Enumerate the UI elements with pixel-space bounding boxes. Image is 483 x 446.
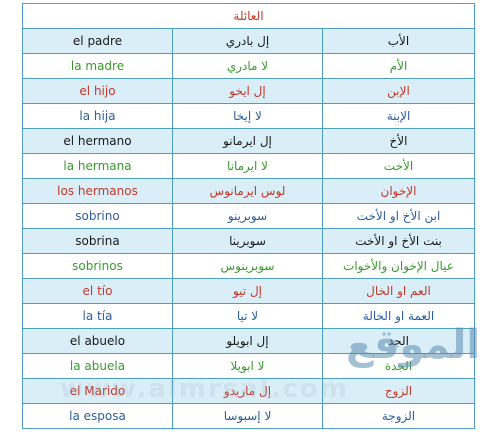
arabic-meaning: الأخت (322, 153, 475, 179)
pronunciation: إل بادري (172, 28, 323, 54)
arabic-meaning: الأب (322, 28, 475, 54)
spanish-word: la abuela (22, 353, 173, 379)
table-row: el padre إل بادري الأب (22, 28, 475, 54)
spanish-word: sobrinos (22, 253, 173, 279)
pronunciation: لوس ايرمانوس (172, 178, 323, 204)
pronunciation: إل ماريدو (172, 378, 323, 404)
pronunciation: إل ايرمانو (172, 128, 323, 154)
table-row: la esposa لا إسبوسا الزوجة (22, 403, 475, 429)
table-title-row: العائلة (22, 3, 475, 29)
spanish-word: sobrina (22, 228, 173, 254)
table-row: el tío إل تيو العم او الخال (22, 278, 475, 304)
table-row: el abuelo إل ابويلو الجد (22, 328, 475, 354)
spanish-word: la esposa (22, 403, 173, 429)
table-row: la tía لا تيا العمة او الخالة (22, 303, 475, 329)
table-row: la hija لا إيخا الإبنة (22, 103, 475, 129)
table-row: el Marido إل ماريدو الزوج (22, 378, 475, 404)
arabic-meaning: العمة او الخالة (322, 303, 475, 329)
pronunciation: لا تيا (172, 303, 323, 329)
pronunciation: سوبرينوس (172, 253, 323, 279)
spanish-word: la hermana (22, 153, 173, 179)
table-row: sobrinos سوبرينوس عيال الإخوان والأخوات (22, 253, 475, 279)
spanish-word: el padre (22, 28, 173, 54)
arabic-meaning: الجدة (322, 353, 475, 379)
table-row: la madre لا مادري الأم (22, 53, 475, 79)
pronunciation: لا إيخا (172, 103, 323, 129)
pronunciation: إل ايخو (172, 78, 323, 104)
spanish-word: la madre (22, 53, 173, 79)
arabic-meaning: الأم (322, 53, 475, 79)
spanish-word: la hija (22, 103, 173, 129)
spanish-word: el hijo (22, 78, 173, 104)
family-vocabulary-table: العائلة el padre إل بادري الأب la madre لا م… (22, 3, 475, 429)
table-row: sobrina سوبرينا بنت الأخ او الأخت (22, 228, 475, 254)
arabic-meaning: الإخوان (322, 178, 475, 204)
arabic-meaning: ابن الأخ او الأخت (322, 203, 475, 229)
spanish-word: sobrino (22, 203, 173, 229)
pronunciation: لا ابويلا (172, 353, 323, 379)
arabic-meaning: الإبنة (322, 103, 475, 129)
spanish-word: la tía (22, 303, 173, 329)
arabic-meaning: الإبن (322, 78, 475, 104)
pronunciation: لا مادري (172, 53, 323, 79)
spanish-word: el hermano (22, 128, 173, 154)
spanish-word: el abuelo (22, 328, 173, 354)
table-row: la abuela لا ابويلا الجدة (22, 353, 475, 379)
arabic-meaning: بنت الأخ او الأخت (322, 228, 475, 254)
table-row: los hermanos لوس ايرمانوس الإخوان (22, 178, 475, 204)
arabic-meaning: عيال الإخوان والأخوات (322, 253, 475, 279)
table-body: العائلة el padre إل بادري الأب la madre لا م… (22, 3, 475, 429)
pronunciation: إل تيو (172, 278, 323, 304)
pronunciation: لا ايرمانا (172, 153, 323, 179)
pronunciation: لا إسبوسا (172, 403, 323, 429)
arabic-meaning: الزوج (322, 378, 475, 404)
spanish-word: los hermanos (22, 178, 173, 204)
table-row: sobrino سوبرينو ابن الأخ او الأخت (22, 203, 475, 229)
table-row: el hijo إل ايخو الإبن (22, 78, 475, 104)
pronunciation: سوبرينا (172, 228, 323, 254)
spanish-word: el Marido (22, 378, 173, 404)
table-row: la hermana لا ايرمانا الأخت (22, 153, 475, 179)
arabic-meaning: الجد (322, 328, 475, 354)
arabic-meaning: الزوجة (322, 403, 475, 429)
table-title: العائلة (22, 3, 475, 29)
spanish-word: el tío (22, 278, 173, 304)
pronunciation: سوبرينو (172, 203, 323, 229)
arabic-meaning: الأخ (322, 128, 475, 154)
table-row: el hermano إل ايرمانو الأخ (22, 128, 475, 154)
pronunciation: إل ابويلو (172, 328, 323, 354)
arabic-meaning: العم او الخال (322, 278, 475, 304)
